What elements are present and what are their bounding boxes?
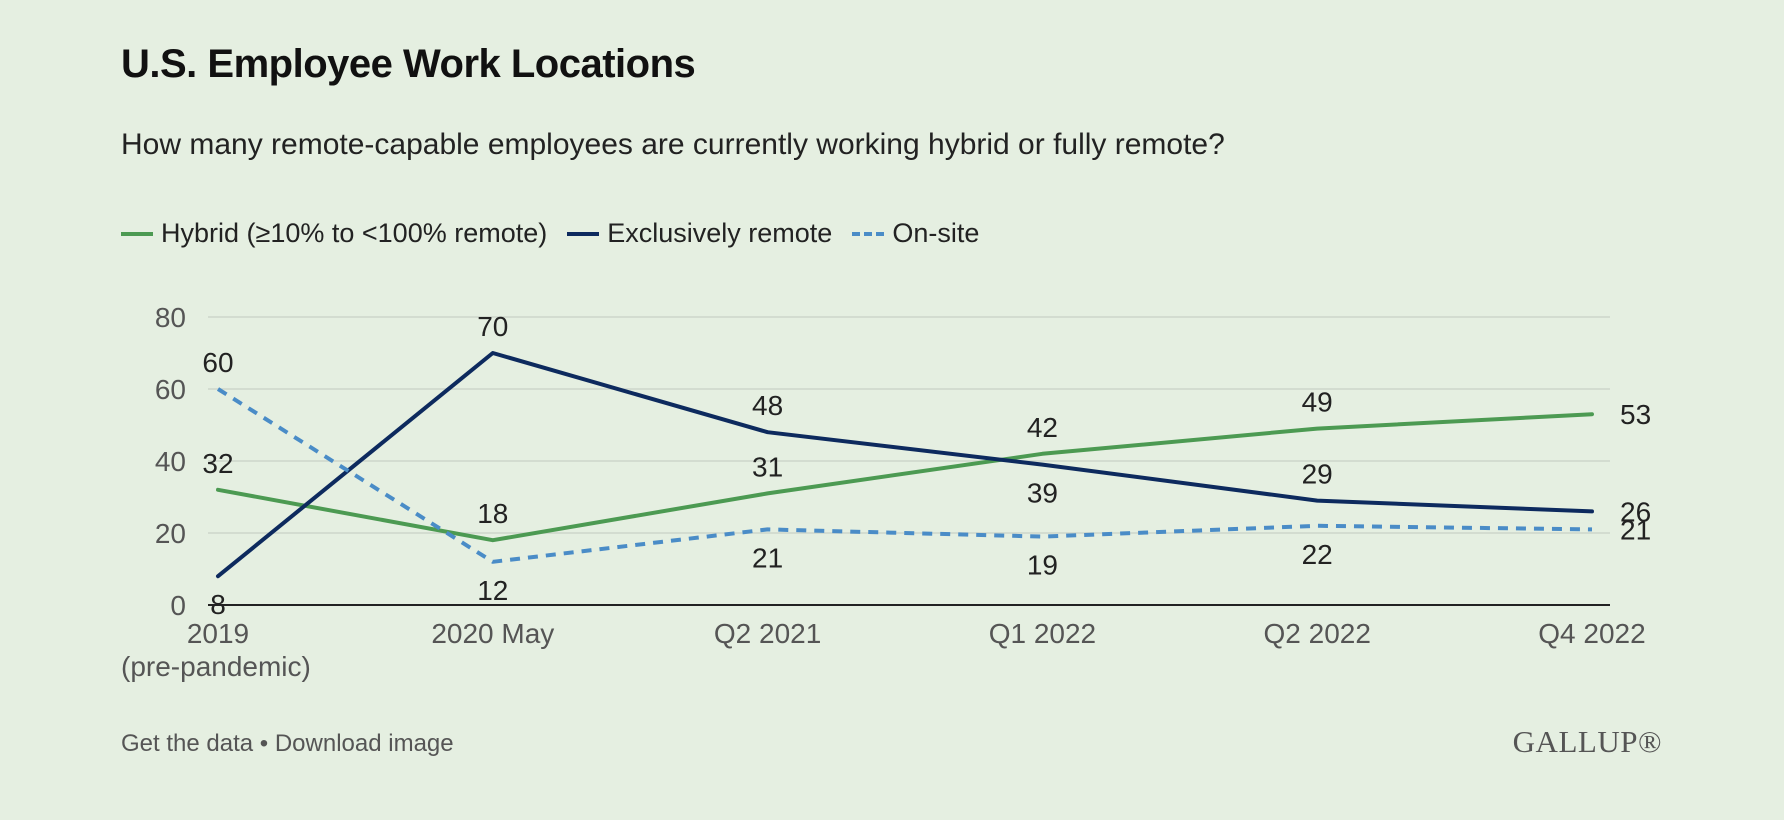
y-tick-label-80: 80: [155, 302, 186, 333]
x-tick-label-0: 2019: [187, 618, 249, 649]
data-label-onsite-2: 21: [752, 542, 783, 573]
legend-item-hybrid: Hybrid (≥10% to <100% remote): [121, 218, 547, 249]
gallup-logo: GALLUP®: [1512, 724, 1662, 759]
x-tick-label-5: Q4 2022: [1538, 618, 1645, 649]
data-label-hybrid-5: 53: [1620, 399, 1651, 430]
data-label-remote-2: 48: [752, 390, 783, 421]
series-line-hybrid: [216, 412, 1594, 543]
download-image-link[interactable]: Download image: [274, 730, 454, 757]
x-tick-label-2: Q2 2021: [714, 618, 821, 649]
data-label-hybrid-1: 18: [477, 498, 508, 529]
legend-swatch-onsite: [852, 231, 885, 236]
data-label-hybrid-0: 32: [202, 448, 233, 479]
legend-swatch-remote: [567, 231, 600, 236]
data-label-remote-4: 29: [1302, 459, 1333, 490]
x-tick-label-3: Q1 2022: [989, 618, 1096, 649]
legend: Hybrid (≥10% to <100% remote) Exclusivel…: [121, 218, 999, 249]
x-tick-label-4: Q2 2022: [1263, 618, 1370, 649]
x-tick-sublabel-0: (pre-pandemic): [121, 651, 311, 682]
get-data-link[interactable]: Get the data: [121, 730, 254, 757]
y-tick-label-20: 20: [155, 518, 186, 549]
y-tick-label-40: 40: [155, 446, 186, 477]
legend-label-onsite: On-site: [892, 218, 980, 248]
data-label-remote-3: 39: [1027, 478, 1058, 509]
data-label-onsite-3: 19: [1027, 550, 1058, 581]
footer-links: Get the data • Download image: [121, 730, 454, 758]
x-tick-label-1: 2020 May: [431, 618, 554, 649]
series-line-remote: [216, 351, 1594, 579]
chart-subtitle: How many remote-capable employees are cu…: [121, 128, 1225, 161]
data-label-onsite-1: 12: [477, 575, 508, 606]
legend-item-onsite: On-site: [852, 218, 979, 249]
legend-label-remote: Exclusively remote: [607, 218, 833, 248]
legend-swatch-hybrid: [121, 231, 153, 236]
y-tick-label-0: 0: [170, 590, 186, 621]
series-layer: [216, 351, 1594, 579]
data-label-onsite-0: 60: [202, 347, 233, 378]
legend-item-remote: Exclusively remote: [567, 218, 832, 249]
data-label-onsite-4: 22: [1302, 539, 1333, 570]
axis-layer: 0 20 40 60 80 2019(pre-pandemic) 2020 May Q2 20…: [121, 302, 1646, 682]
footer-separator: •: [259, 730, 269, 757]
legend-label-hybrid: Hybrid (≥10% to <100% remote): [161, 218, 548, 248]
data-label-hybrid-3: 42: [1027, 412, 1058, 443]
chart-title: U.S. Employee Work Locations: [121, 42, 696, 86]
y-tick-label-60: 60: [155, 374, 186, 405]
data-label-remote-1: 70: [477, 311, 508, 342]
data-label-remote-0: 8: [210, 589, 226, 620]
data-label-hybrid-4: 49: [1302, 387, 1333, 418]
series-line-onsite: [216, 387, 1593, 564]
data-label-remote-5: 26: [1620, 496, 1651, 527]
data-label-hybrid-2: 31: [752, 451, 783, 482]
data-label-onsite-5: 21: [1620, 514, 1651, 545]
